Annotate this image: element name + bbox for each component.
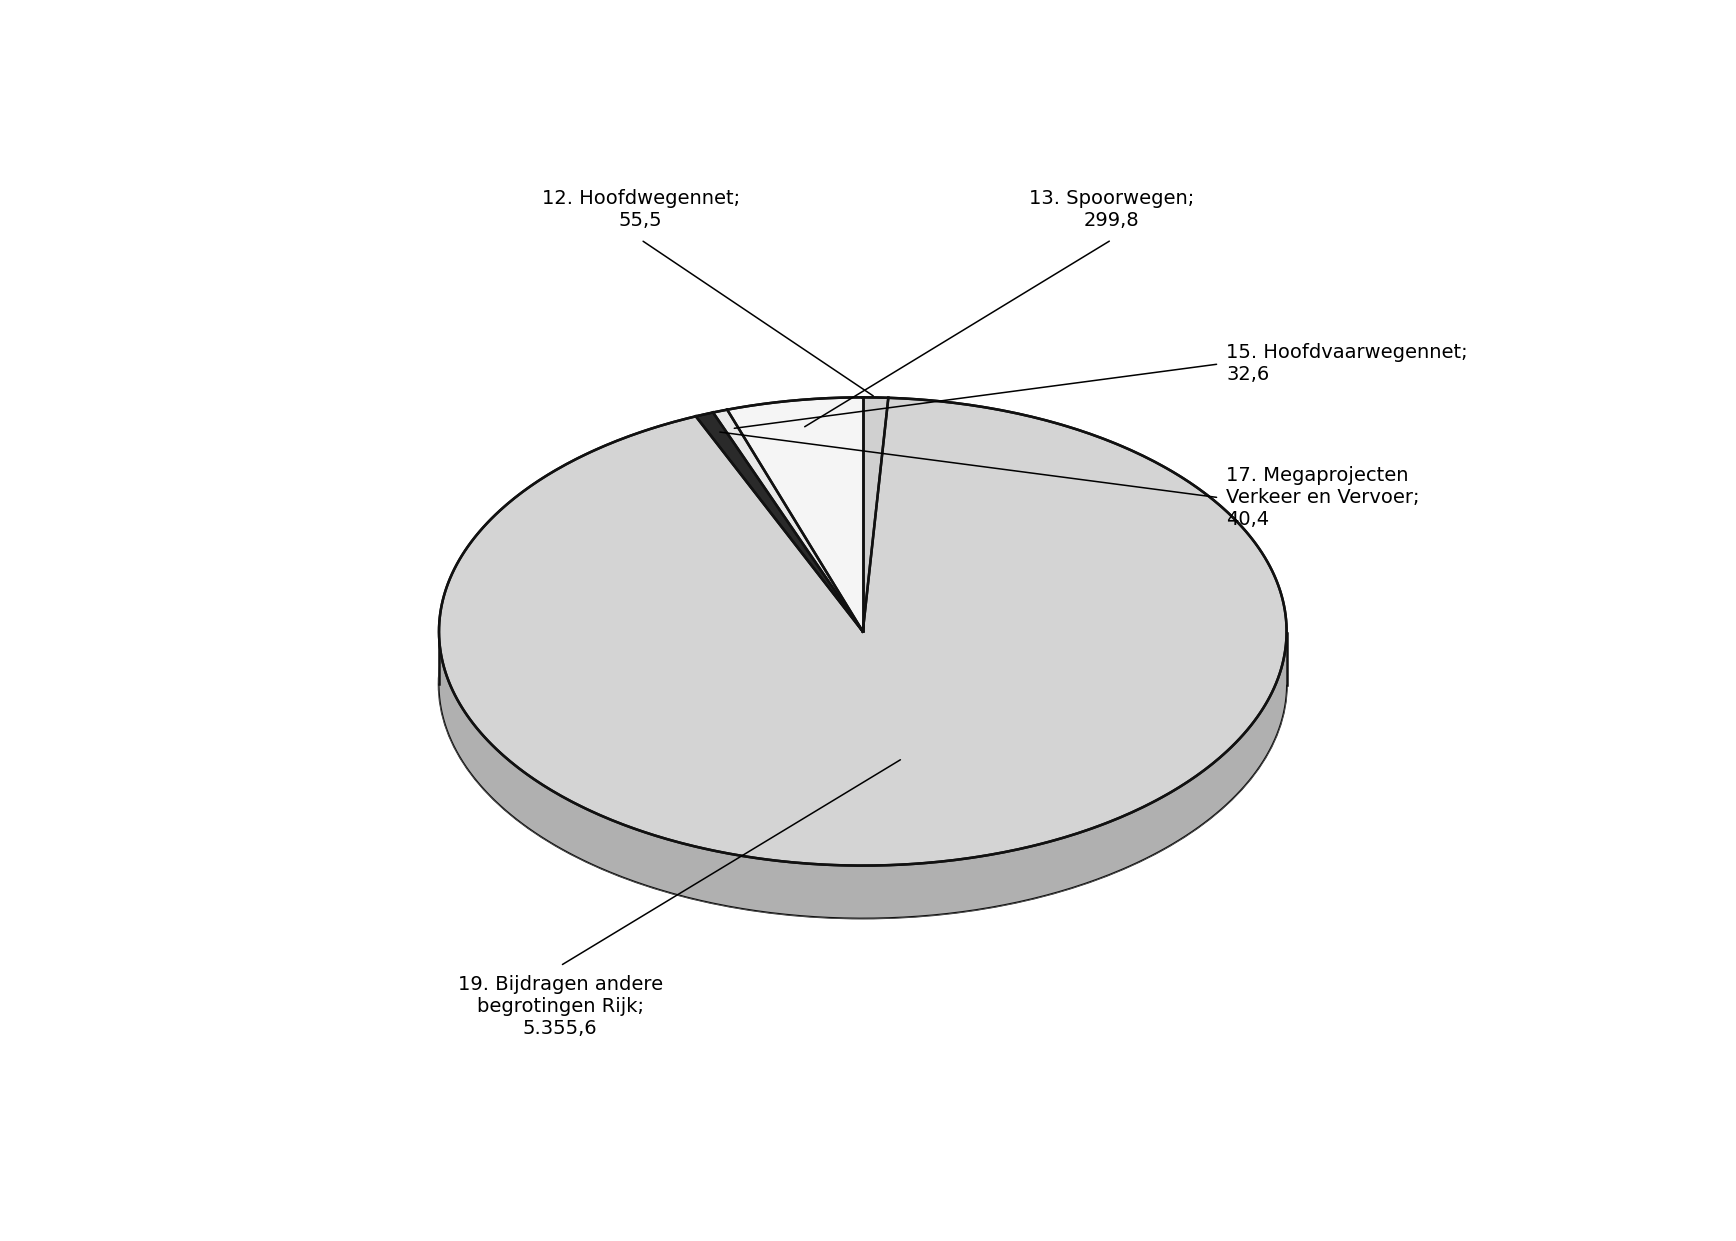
- Text: 19. Bijdragen andere
begrotingen Rijk;
5.355,6: 19. Bijdragen andere begrotingen Rijk; 5…: [458, 975, 663, 1039]
- Polygon shape: [696, 412, 863, 632]
- Polygon shape: [863, 397, 889, 632]
- Polygon shape: [439, 632, 1286, 918]
- Text: 17. Megaprojecten
Verkeer en Vervoer;
40,4: 17. Megaprojecten Verkeer en Vervoer; 40…: [1226, 467, 1420, 529]
- Polygon shape: [713, 410, 863, 632]
- Ellipse shape: [439, 450, 1286, 918]
- Text: 12. Hoofdwegennet;
55,5: 12. Hoofdwegennet; 55,5: [542, 189, 740, 230]
- Polygon shape: [727, 397, 863, 632]
- Text: 15. Hoofdvaarwegennet;
32,6: 15. Hoofdvaarwegennet; 32,6: [1226, 344, 1467, 385]
- Text: 13. Spoorwegen;
299,8: 13. Spoorwegen; 299,8: [1029, 189, 1194, 230]
- Polygon shape: [439, 398, 1286, 865]
